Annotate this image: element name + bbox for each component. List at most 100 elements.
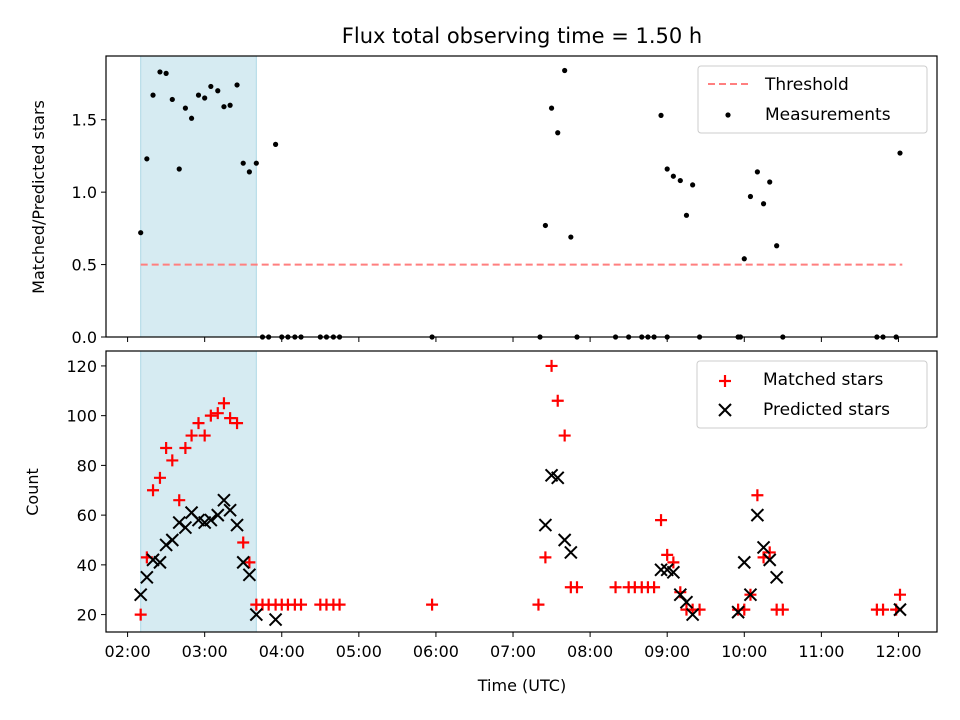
data-point [763,553,777,567]
data-point [683,212,690,218]
data-point [893,602,907,617]
y-tick-label: 1.0 [72,183,97,202]
data-point [754,169,760,175]
data-point [153,555,167,570]
data-point [223,503,237,517]
y-tick-label: 0.0 [72,328,97,347]
data-point [774,243,780,249]
data-point [243,556,256,569]
data-point [568,234,574,240]
data-point [685,607,700,622]
data-point [208,83,214,90]
x-tick-label: 10:00 [721,642,767,661]
data-point [538,518,553,532]
data-point [658,112,664,118]
data-point [211,407,224,420]
data-point [253,160,259,166]
data-point [670,173,676,179]
x-tick-label: 09:00 [644,642,690,661]
data-point [231,417,244,430]
y-tick-label: 60 [77,506,97,525]
data-point [897,150,903,156]
legend-matched-marker [719,375,731,387]
data-point [185,429,198,442]
data-point [756,540,771,555]
y-tick-label: 80 [77,456,97,475]
data-point [693,603,706,616]
data-point [150,92,156,98]
legend-predicted-label: Predicted stars [763,400,890,420]
data-point [236,555,250,570]
data-point [677,177,683,184]
data-point [153,471,166,484]
legend-measurements-label: Measurements [765,105,891,125]
data-point [204,513,218,527]
top-legend: Threshold Measurements [697,65,928,134]
bottom-legend-frame [696,360,928,429]
legend-measurements-marker [725,112,731,118]
data-point [667,556,680,569]
bottom-legend: Matched stars Predicted stars [696,360,928,429]
y-tick-label: 100 [66,407,97,426]
data-point [157,69,163,75]
data-point [249,607,264,622]
data-point [163,70,169,76]
data-point [661,548,674,561]
data-point [240,160,246,166]
data-point [147,484,160,497]
top-y-axis-label: Matched/Predicted stars [29,100,48,294]
x-tick-label: 02:00 [105,642,151,661]
data-point [234,82,240,88]
data-point [192,417,205,430]
data-point [160,441,173,454]
y-tick-label: 120 [66,357,97,376]
data-point [750,508,765,522]
x-tick-label: 11:00 [798,642,844,661]
data-point [737,555,751,570]
data-point [144,156,150,162]
data-point [551,394,564,407]
data-point [215,88,221,94]
bottom-series-1 [133,468,907,627]
data-point [246,169,252,175]
data-point [555,130,561,136]
bottom-highlight-span [140,350,257,633]
data-point [211,508,225,522]
data-point [548,105,555,111]
data-point [609,581,622,594]
data-point [146,553,160,567]
x-tick-label: 07:00 [490,642,536,661]
data-point [690,182,696,188]
data-point [571,581,584,594]
data-point [893,588,906,601]
data-point [165,533,180,547]
data-point [242,568,257,582]
data-point [169,96,175,103]
data-point [227,102,233,108]
y-tick-label: 0.5 [72,256,97,275]
data-point [666,565,681,580]
x-tick-label: 03:00 [182,642,228,661]
x-axis-label: Time (UTC) [477,676,566,695]
data-point [138,230,144,236]
data-point [202,95,208,101]
bottom-y-axis-label: Count [23,468,42,516]
data-point [539,551,552,564]
data-point [877,603,890,616]
data-point [230,518,244,532]
top-series-0 [138,67,903,340]
x-tick-label: 04:00 [259,642,305,661]
data-point [532,598,545,611]
data-point [426,598,439,611]
data-point [679,595,694,609]
chart-title: Flux total observing time = 1.50 h [342,24,702,48]
data-point [188,115,195,121]
data-point [133,587,148,602]
x-tick-label: 05:00 [336,642,382,661]
legend-predicted-marker [718,403,732,417]
data-point [654,563,668,577]
bottom-panel: 02:00 03:00 04:00 05:00 06:00 07:00 08:00 09:00… [66,350,938,661]
data-point [776,603,789,616]
bottom-series-0 [134,359,906,621]
data-point [134,608,147,621]
